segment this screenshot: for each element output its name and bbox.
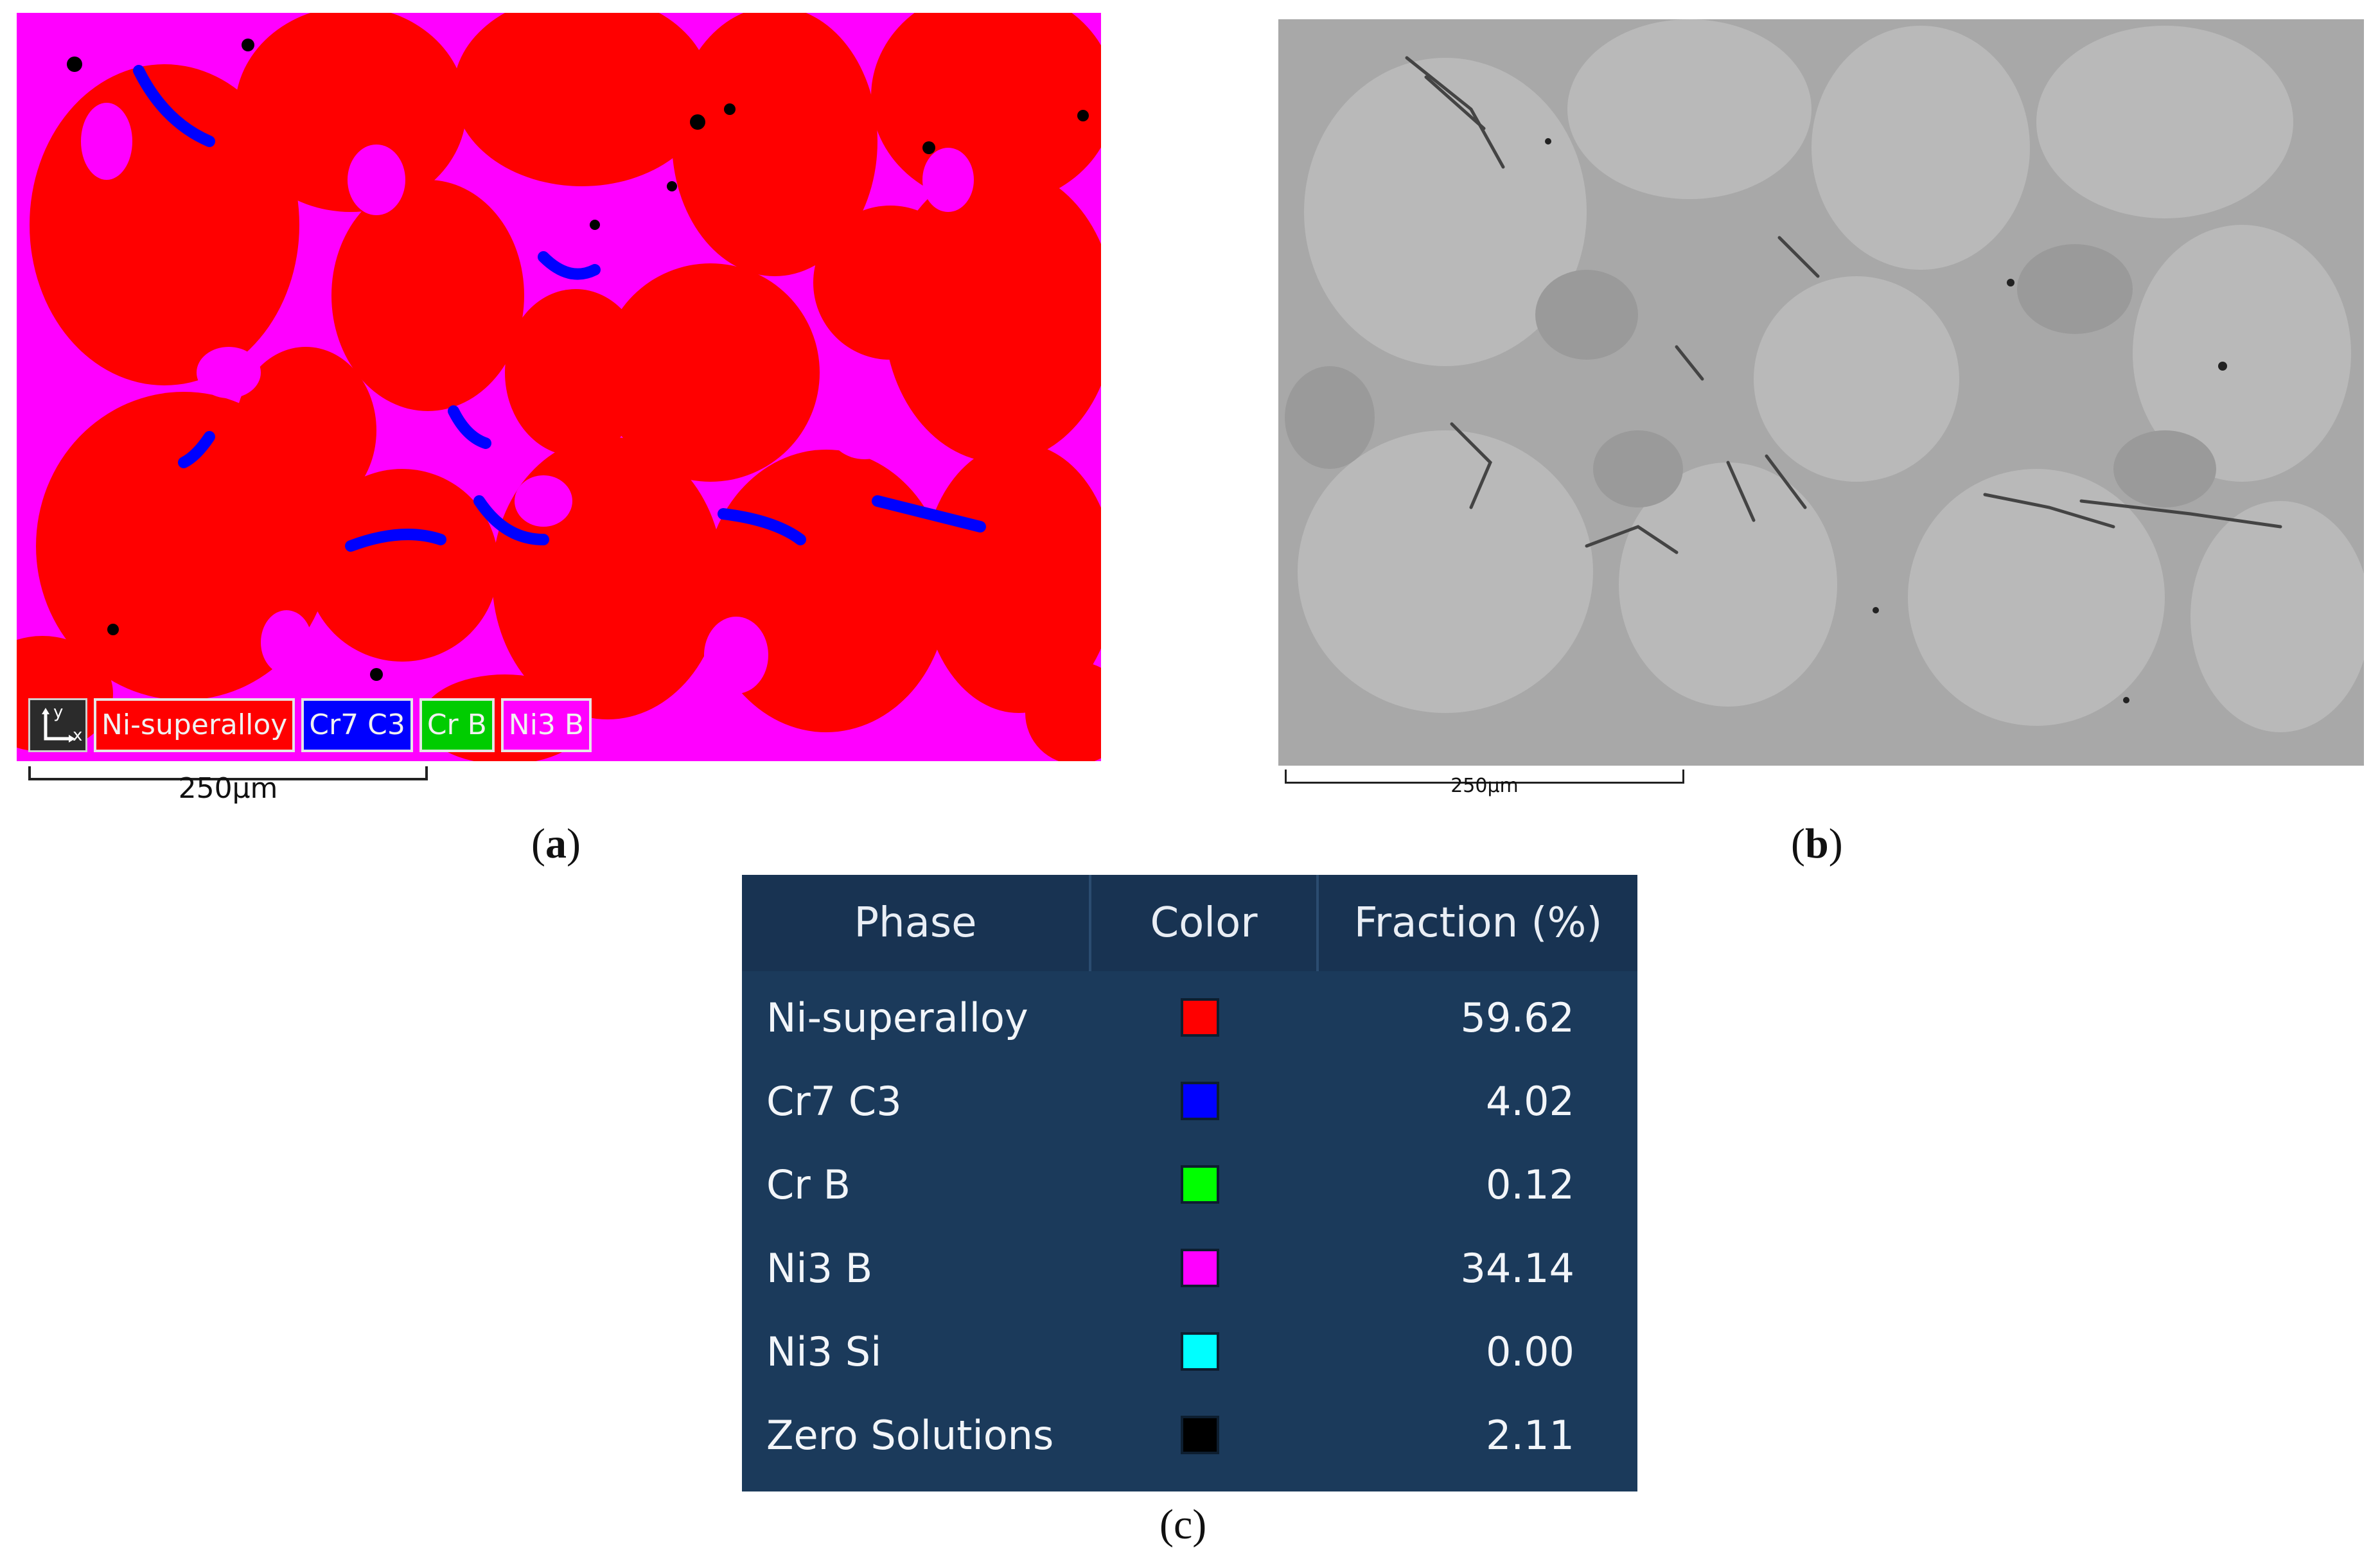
header-color: Color xyxy=(1150,899,1258,947)
phase-fraction-table: Phase Color Fraction (%) Ni-superalloy 5… xyxy=(742,875,1637,1491)
axis-x-label: x xyxy=(73,726,83,745)
phase-color-swatch xyxy=(1181,998,1219,1037)
header-divider xyxy=(1316,875,1319,971)
axis-y-label: y xyxy=(53,703,64,722)
sem-image xyxy=(1278,19,2364,766)
table-row: Cr B 0.12 xyxy=(742,1143,1637,1227)
caption-a-close: ) xyxy=(566,820,581,867)
phase-name: Cr B xyxy=(766,1161,851,1208)
phase-color-swatch xyxy=(1181,1165,1219,1204)
phase-color-swatch xyxy=(1181,1332,1219,1371)
caption-a: (a) xyxy=(531,820,581,868)
phase-fraction: 34.14 xyxy=(1460,1245,1575,1292)
caption-b: (b) xyxy=(1791,820,1843,868)
scale-bar-b xyxy=(1285,770,1684,784)
header-phase: Phase xyxy=(854,899,977,947)
table-header: Phase Color Fraction (%) xyxy=(742,875,1637,971)
phase-name: Zero Solutions xyxy=(766,1412,1054,1459)
phase-name: Ni3 Si xyxy=(766,1328,882,1375)
header-divider xyxy=(1089,875,1091,971)
phase-legend: y x Ni-superalloy Cr7 C3 Cr B Ni3 B xyxy=(28,698,592,752)
caption-a-letter: a xyxy=(545,820,567,867)
caption-c: (c) xyxy=(1159,1501,1207,1548)
legend-chip-ni3b: Ni3 B xyxy=(500,698,592,752)
scale-bar-a xyxy=(28,766,428,780)
caption-b-close: ) xyxy=(1828,820,1843,867)
phase-name: Ni3 B xyxy=(766,1245,873,1292)
phase-fraction: 2.11 xyxy=(1485,1412,1574,1459)
table-row: Ni3 Si 0.00 xyxy=(742,1310,1637,1394)
phase-color-swatch xyxy=(1181,1416,1219,1454)
phase-name: Cr7 C3 xyxy=(766,1078,902,1125)
scale-bar-b-label: 250µm xyxy=(1450,775,1519,797)
caption-a-open: ( xyxy=(531,820,545,867)
legend-chip-crb: Cr B xyxy=(419,698,495,752)
phase-fraction: 0.00 xyxy=(1485,1328,1574,1375)
phase-map-graphic xyxy=(17,13,1101,761)
phase-map-image: y x Ni-superalloy Cr7 C3 Cr B Ni3 B xyxy=(17,13,1101,761)
sem-graphic xyxy=(1278,19,2364,766)
axes-orientation-icon: y x xyxy=(28,698,87,752)
legend-chip-ni-superalloy: Ni-superalloy xyxy=(94,698,295,752)
table-row: Ni3 B 34.14 xyxy=(742,1227,1637,1310)
header-fraction: Fraction (%) xyxy=(1353,899,1603,947)
table-row: Cr7 C3 4.02 xyxy=(742,1060,1637,1143)
phase-color-swatch xyxy=(1181,1082,1219,1120)
scale-bar-a-label: 250µm xyxy=(178,772,278,805)
phase-color-swatch xyxy=(1181,1249,1219,1287)
legend-chip-cr7c3: Cr7 C3 xyxy=(301,698,413,752)
phase-fraction: 4.02 xyxy=(1485,1078,1574,1125)
table-row: Zero Solutions 2.11 xyxy=(742,1394,1637,1477)
caption-b-open: ( xyxy=(1791,820,1805,867)
phase-name: Ni-superalloy xyxy=(766,994,1028,1041)
phase-fraction: 59.62 xyxy=(1460,994,1575,1041)
phase-fraction: 0.12 xyxy=(1485,1161,1574,1208)
caption-b-letter: b xyxy=(1804,820,1829,867)
table-row: Ni-superalloy 59.62 xyxy=(742,976,1637,1060)
